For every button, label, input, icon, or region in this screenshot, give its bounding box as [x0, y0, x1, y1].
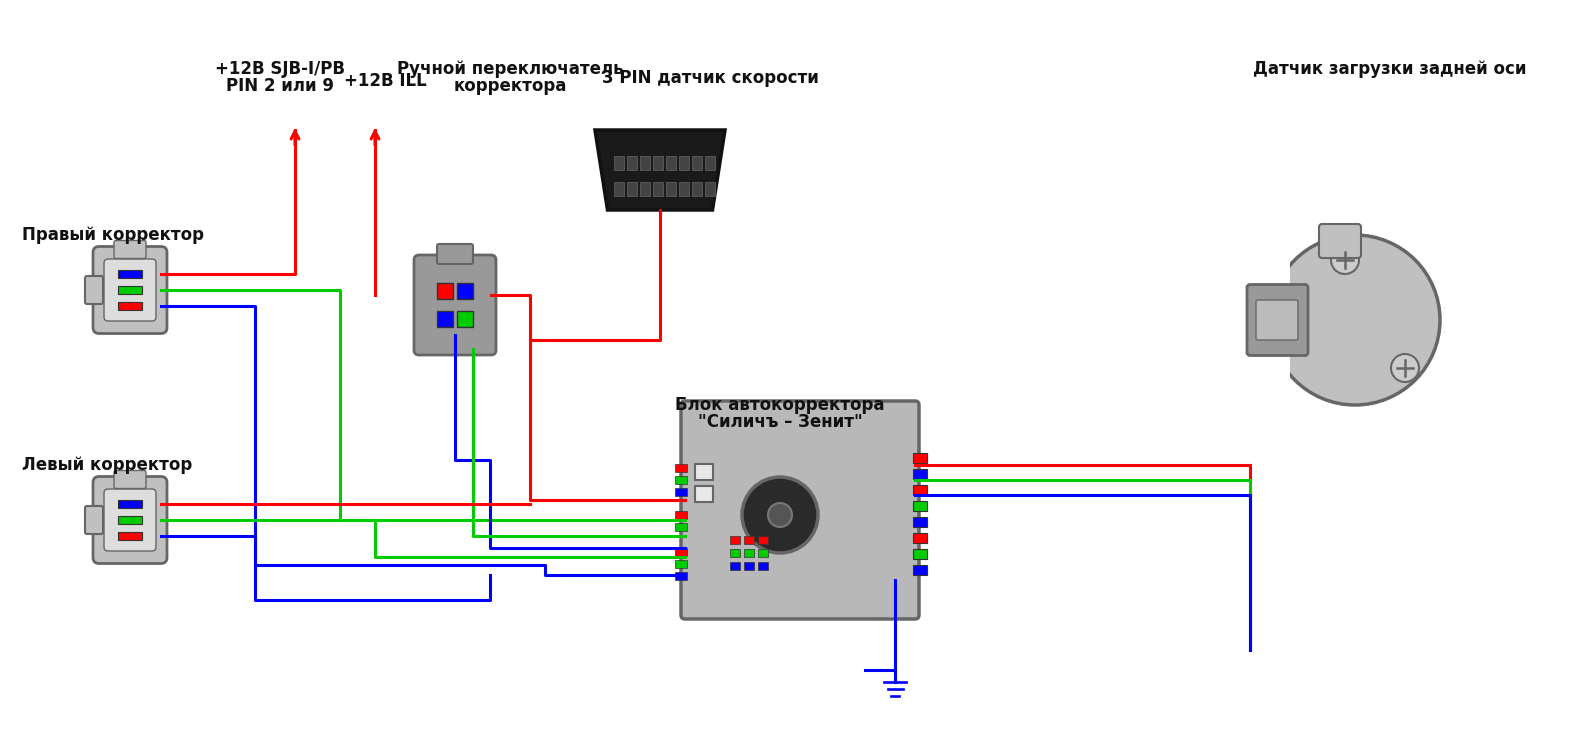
Text: +12В SJB-I/PB: +12В SJB-I/PB [215, 60, 346, 78]
Bar [675, 572, 687, 580]
Bar [758, 562, 768, 570]
Bar [691, 156, 703, 170]
FancyBboxPatch shape [92, 477, 167, 563]
Bar [1260, 235, 1290, 405]
FancyBboxPatch shape [1319, 224, 1360, 258]
Bar [913, 517, 927, 527]
FancyBboxPatch shape [84, 506, 104, 534]
Bar [675, 523, 687, 531]
Bar [640, 182, 650, 196]
Text: Блок автокорректора: Блок автокорректора [675, 396, 884, 414]
Text: PIN 2 или 9: PIN 2 или 9 [226, 77, 335, 95]
FancyBboxPatch shape [680, 401, 919, 619]
FancyBboxPatch shape [1247, 285, 1308, 355]
Bar [730, 562, 741, 570]
Bar [913, 469, 927, 479]
Bar [628, 156, 637, 170]
Bar [730, 549, 741, 557]
Bar [118, 286, 142, 294]
FancyBboxPatch shape [92, 247, 167, 334]
Bar [653, 182, 663, 196]
Text: 3 PIN датчик скорости: 3 PIN датчик скорости [602, 69, 819, 87]
Bar [695, 464, 714, 480]
Bar [675, 511, 687, 519]
Bar [613, 156, 624, 170]
Bar [675, 464, 687, 472]
Bar [758, 536, 768, 544]
Bar [457, 311, 473, 327]
Circle shape [1270, 235, 1440, 405]
Bar [679, 182, 690, 196]
Bar [730, 536, 741, 544]
Bar [913, 533, 927, 543]
Bar [758, 549, 768, 557]
Circle shape [742, 477, 817, 553]
Bar [675, 560, 687, 568]
FancyBboxPatch shape [115, 241, 147, 259]
Bar [118, 270, 142, 278]
Bar [695, 486, 714, 502]
Bar [706, 156, 715, 170]
Bar [628, 182, 637, 196]
Bar [118, 500, 142, 508]
Text: Правый корректор: Правый корректор [22, 226, 204, 244]
Bar [436, 283, 452, 299]
Text: +12В ILL: +12В ILL [344, 72, 427, 90]
Bar [436, 311, 452, 327]
Bar [666, 182, 675, 196]
Bar [675, 476, 687, 484]
Bar [691, 182, 703, 196]
Bar [666, 156, 675, 170]
Bar [118, 302, 142, 310]
Text: "Силичъ – Зенит": "Силичъ – Зенит" [698, 413, 862, 431]
Bar [675, 488, 687, 496]
Bar [118, 516, 142, 524]
FancyBboxPatch shape [104, 259, 156, 321]
FancyBboxPatch shape [115, 471, 147, 489]
Bar [679, 156, 690, 170]
FancyBboxPatch shape [84, 276, 104, 304]
Bar [653, 156, 663, 170]
FancyBboxPatch shape [1255, 300, 1298, 340]
FancyBboxPatch shape [414, 255, 495, 355]
Circle shape [1332, 246, 1359, 274]
Text: корректора: корректора [454, 77, 567, 95]
Bar [706, 182, 715, 196]
Circle shape [768, 503, 792, 527]
Bar [744, 536, 753, 544]
Bar [675, 548, 687, 556]
Bar [118, 532, 142, 540]
FancyBboxPatch shape [104, 489, 156, 551]
Text: Датчик загрузки задней оси: Датчик загрузки задней оси [1254, 60, 1526, 78]
Bar [744, 562, 753, 570]
Bar [613, 182, 624, 196]
Bar [457, 283, 473, 299]
Bar [744, 549, 753, 557]
Bar [913, 485, 927, 495]
Circle shape [1391, 354, 1419, 382]
Polygon shape [596, 130, 725, 210]
Bar [913, 501, 927, 511]
Bar [913, 453, 927, 463]
Text: Ручной переключатель: Ручной переключатель [397, 60, 623, 78]
Bar [913, 549, 927, 559]
Bar [640, 156, 650, 170]
FancyBboxPatch shape [436, 244, 473, 264]
Text: Левый корректор: Левый корректор [22, 456, 193, 474]
Bar [913, 565, 927, 575]
